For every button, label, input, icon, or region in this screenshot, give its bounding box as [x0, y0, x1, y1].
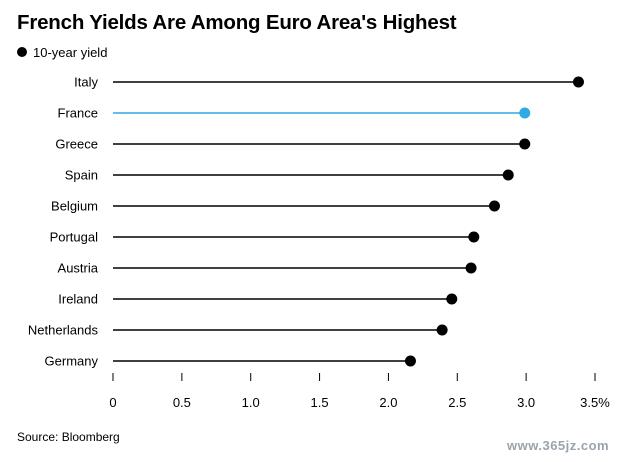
x-tick-label-5: 2.5: [448, 395, 466, 410]
lollipop-dot-austria: [465, 262, 477, 274]
legend-marker: [17, 47, 27, 57]
x-tick-label-1: 0.5: [173, 395, 191, 410]
x-tick-label-7: 3.5%: [580, 395, 610, 410]
lollipop-dot-portugal: [468, 231, 480, 243]
lollipop-dot-spain: [502, 169, 514, 181]
source-note: Source: Bloomberg: [17, 430, 120, 444]
category-label-italy: Italy: [74, 75, 98, 90]
lollipop-dot-germany: [404, 355, 416, 367]
lollipop-dot-greece: [519, 138, 531, 150]
category-label-spain: Spain: [65, 168, 98, 183]
lollipop-dot-france: [519, 107, 531, 119]
lollipop-dot-belgium: [488, 200, 500, 212]
category-label-portugal: Portugal: [50, 230, 99, 245]
category-label-belgium: Belgium: [51, 199, 98, 214]
category-label-germany: Germany: [45, 354, 99, 369]
category-label-greece: Greece: [55, 137, 98, 152]
chart-title: French Yields Are Among Euro Area's High…: [17, 11, 457, 34]
category-label-netherlands: Netherlands: [28, 323, 99, 338]
category-label-ireland: Ireland: [58, 292, 98, 307]
x-tick-label-0: 0: [109, 395, 116, 410]
category-label-austria: Austria: [58, 261, 99, 276]
watermark: www.365jz.com: [507, 438, 610, 453]
x-tick-label-3: 1.5: [311, 395, 329, 410]
lollipop-chart: Italy France Greece Spain Belgium Portugal Aus…: [28, 75, 610, 411]
x-tick-label-2: 1.0: [242, 395, 260, 410]
legend: 10-year yield: [17, 44, 107, 60]
lollipop-dot-ireland: [446, 293, 458, 305]
lollipop-dot-italy: [572, 76, 584, 88]
lollipop-dot-netherlands: [436, 324, 448, 336]
legend-label: 10-year yield: [33, 44, 108, 60]
x-tick-label-4: 2.0: [379, 395, 397, 410]
category-label-france: France: [58, 106, 98, 121]
x-tick-label-6: 3.0: [517, 395, 535, 410]
